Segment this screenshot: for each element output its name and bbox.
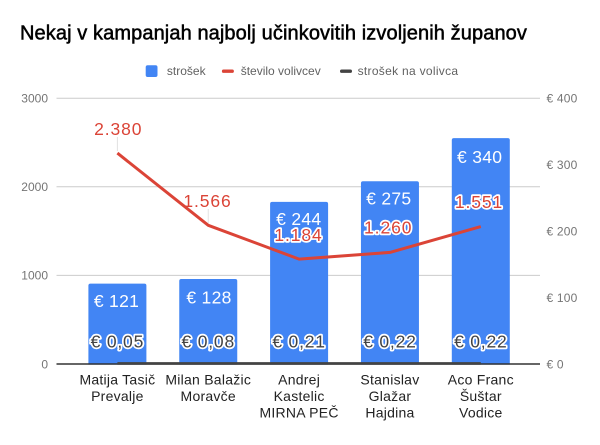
svg-text:€ 0,05: € 0,05: [91, 331, 144, 351]
svg-text:€ 300: € 300: [547, 158, 578, 172]
svg-text:Milan Balažic: Milan Balažic: [165, 371, 251, 387]
svg-text:Andrej: Andrej: [278, 371, 320, 387]
svg-text:Glažar: Glažar: [369, 388, 412, 404]
svg-text:€ 200: € 200: [547, 224, 578, 238]
svg-text:€ 0,22: € 0,22: [454, 331, 507, 351]
svg-text:Kastelic: Kastelic: [274, 388, 325, 404]
svg-text:strošek na volivca: strošek na volivca: [358, 64, 459, 78]
svg-text:1.260: 1.260: [364, 218, 412, 238]
svg-text:€ 0: € 0: [547, 357, 564, 371]
svg-text:Nekaj v kampanjah najbolj učin: Nekaj v kampanjah najbolj učinkovitih iz…: [20, 23, 527, 45]
svg-text:Prevalje: Prevalje: [91, 388, 144, 404]
svg-text:€ 340: € 340: [457, 147, 502, 167]
svg-text:MIRNA PEČ: MIRNA PEČ: [259, 404, 338, 420]
svg-text:€ 0,21: € 0,21: [272, 331, 325, 351]
svg-text:Vodice: Vodice: [459, 404, 503, 420]
svg-text:1000: 1000: [21, 269, 48, 283]
svg-text:0: 0: [41, 357, 48, 371]
svg-text:€ 128: € 128: [186, 288, 231, 308]
svg-text:Moravče: Moravče: [181, 388, 236, 404]
svg-text:strošek: strošek: [167, 64, 207, 78]
svg-text:€ 244: € 244: [276, 209, 321, 229]
svg-text:Hajdina: Hajdina: [365, 404, 414, 420]
svg-text:€ 0,08: € 0,08: [182, 331, 235, 351]
svg-text:1.551: 1.551: [455, 192, 503, 212]
svg-text:Matija Tasič: Matija Tasič: [79, 371, 155, 387]
svg-text:Stanislav: Stanislav: [360, 371, 419, 387]
svg-text:€ 0,22: € 0,22: [363, 331, 416, 351]
svg-text:€ 100: € 100: [547, 291, 578, 305]
svg-text:€ 275: € 275: [366, 188, 411, 208]
svg-text:3000: 3000: [21, 92, 48, 106]
svg-text:€ 400: € 400: [547, 92, 578, 106]
svg-text:2000: 2000: [21, 180, 48, 194]
svg-text:1.566: 1.566: [183, 191, 231, 211]
svg-text:2.380: 2.380: [94, 119, 142, 139]
svg-text:€ 121: € 121: [94, 291, 139, 311]
svg-text:1.184: 1.184: [274, 225, 322, 245]
svg-text:število volivcev: število volivcev: [241, 64, 321, 78]
svg-text:Šuštar: Šuštar: [460, 388, 502, 404]
svg-text:Aco Franc: Aco Franc: [448, 371, 514, 387]
